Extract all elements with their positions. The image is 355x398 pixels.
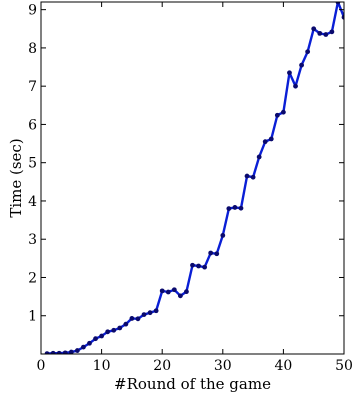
data-point <box>245 174 250 179</box>
data-point <box>123 322 128 327</box>
data-point <box>142 312 147 317</box>
x-tick-label: 10 <box>93 358 111 374</box>
data-point <box>130 316 135 321</box>
data-point <box>281 110 286 115</box>
data-point <box>299 63 304 68</box>
data-point <box>111 328 116 333</box>
plot-frame <box>41 2 344 354</box>
data-point <box>323 32 328 37</box>
data-point <box>220 233 225 238</box>
y-tick-label: 4 <box>28 194 37 210</box>
data-point <box>57 351 62 356</box>
data-point <box>196 264 201 269</box>
data-point <box>75 348 80 353</box>
data-point <box>51 351 56 356</box>
x-tick-label: 30 <box>214 358 232 374</box>
data-point <box>257 155 262 160</box>
y-tick-label: 6 <box>28 117 37 133</box>
y-tick-label: 1 <box>28 309 37 325</box>
data-point <box>275 113 280 118</box>
data-point <box>93 336 98 341</box>
data-point <box>251 175 256 180</box>
data-point <box>99 334 104 339</box>
data-point <box>329 29 334 34</box>
y-tick-label: 2 <box>28 270 37 286</box>
y-tick-label: 8 <box>28 41 37 57</box>
data-point <box>208 251 213 256</box>
y-tick-label: 7 <box>28 79 37 95</box>
data-point <box>305 49 310 54</box>
y-tick-label: 9 <box>28 3 37 19</box>
data-point <box>63 350 68 355</box>
data-point <box>87 341 92 346</box>
data-point <box>293 84 298 89</box>
data-point <box>81 345 86 350</box>
data-point <box>239 206 244 211</box>
data-point <box>214 251 219 256</box>
data-point <box>269 137 274 142</box>
data-point <box>317 31 322 36</box>
x-tick-label: 50 <box>335 358 353 374</box>
x-axis-label: #Round of the game <box>114 375 271 393</box>
data-point <box>117 326 122 331</box>
data-point <box>160 288 165 293</box>
data-point <box>287 70 292 75</box>
data-point <box>105 329 110 334</box>
data-point <box>226 206 231 211</box>
data-point <box>154 308 159 313</box>
x-tick-label: 0 <box>37 358 46 374</box>
data-point <box>136 316 141 321</box>
data-point <box>233 205 238 210</box>
data-point <box>190 263 195 268</box>
series-line <box>47 2 344 354</box>
data-point <box>202 265 207 270</box>
data-point <box>263 139 268 144</box>
y-tick-label: 5 <box>28 156 37 172</box>
plot-area <box>45 0 347 356</box>
data-point <box>172 287 177 292</box>
y-axis-label: Time (sec) <box>7 138 25 217</box>
y-tick-label: 3 <box>28 232 37 248</box>
data-point <box>148 310 153 315</box>
data-point <box>166 290 171 295</box>
data-point <box>184 289 189 294</box>
data-point <box>178 293 183 298</box>
x-tick-label: 20 <box>153 358 171 374</box>
x-tick-label: 40 <box>274 358 292 374</box>
data-point <box>311 26 316 31</box>
